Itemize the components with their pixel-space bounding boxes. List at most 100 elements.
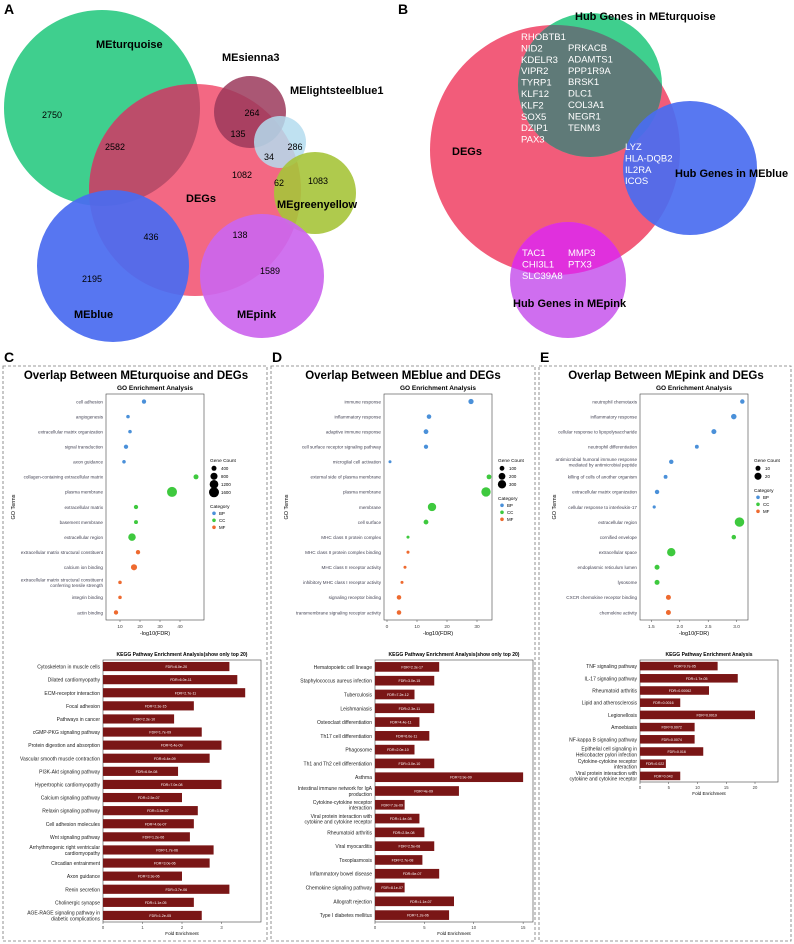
y-axis-label: GO Terms — [284, 494, 290, 519]
kegg-term-line: Intestinal immune network for IgA — [298, 786, 373, 792]
x-tick-label: 2.5 — [705, 624, 712, 630]
go-term-line: plasma membrane — [343, 490, 381, 495]
kegg-term-line: ECM-receptor interaction — [44, 691, 100, 697]
kegg-term-line: Hypertrophic cardiomyopathy — [35, 782, 101, 788]
kegg-term-line: Epithelial cell signaling in — [581, 747, 637, 753]
panel-letter-b: B — [398, 1, 408, 17]
venn-label-mesienna3: MEsienna3 — [222, 52, 279, 64]
kegg-term-label: Legionellosis — [608, 713, 637, 719]
legend-size-label: 200 — [509, 474, 517, 479]
kegg-fdr-label: FDR=1.1e-05 — [145, 901, 167, 905]
kegg-bar — [640, 771, 681, 781]
kegg-term-line: Viral protein interaction with — [576, 771, 638, 777]
go-term-label: killing of cells of another organism — [568, 475, 637, 480]
go-dot — [128, 429, 132, 434]
kegg-term-label: Th1 and Th2 cell differentiation — [304, 761, 373, 767]
kegg-chart-title: KEGG Pathway Enrichment Analysis — [665, 652, 752, 658]
kegg-bar — [103, 792, 182, 803]
venn-count: 138 — [232, 230, 247, 240]
go-dot — [427, 502, 437, 512]
kegg-bar — [103, 688, 246, 698]
kegg-term-line: Calcium signaling pathway — [41, 796, 101, 802]
kegg-term-line: Toxoplasmosis — [339, 858, 372, 864]
go-term-line: CXCR chemokine receptor binding — [566, 595, 637, 600]
kegg-term-label: Wnt signaling pathway — [50, 835, 101, 841]
kegg-fdr-label: FDR=8.1e-07 — [381, 886, 403, 890]
panel-d-frame — [270, 365, 536, 942]
legend-size-label: 100 — [509, 466, 517, 471]
kegg-term-line: interaction — [349, 806, 372, 812]
go-term-label: microglial cell activation — [333, 460, 382, 465]
venn-title-hub-mepink: Hub Genes in MEpink — [513, 298, 627, 310]
kegg-term-line: Renin secretion — [65, 887, 100, 893]
go-term-line: microglial cell activation — [333, 460, 382, 465]
kegg-bar — [103, 858, 210, 868]
kegg-term-label: Type I diabetes mellitus — [320, 913, 373, 919]
venn-count: 2195 — [82, 274, 102, 284]
go-term-label: endoplasmic reticulum lumen — [578, 565, 638, 570]
kegg-term-label: Epithelial cell signaling in Helicobacter… — [576, 747, 637, 759]
legend-category-dot — [500, 503, 504, 508]
kegg-chart-title: KEGG Pathway Enrichment Analysis(show on… — [389, 652, 520, 658]
kegg-fdr-label: FDR=2.3e-11 — [399, 707, 420, 711]
legend-category-label: BP — [507, 503, 513, 508]
go-term-line: extracellular matrix structural constitu… — [21, 550, 104, 555]
go-term-line: immune response — [344, 399, 381, 404]
kegg-term-label: Lipid and atherosclerosis — [582, 701, 638, 707]
kegg-bar — [375, 786, 459, 796]
kegg-fdr-label: FDR=6.0e-08 — [136, 770, 158, 774]
go-term-line: cell surface receptor signaling pathway — [302, 445, 382, 450]
x-tick-label: 30 — [474, 624, 480, 630]
venn-circle-megreenyellow — [274, 152, 356, 234]
go-dot — [113, 610, 119, 615]
go-term-line: plasma membrane — [65, 490, 103, 495]
kegg-term-line: Cytoskeleton in muscle cells — [37, 665, 100, 671]
go-term-line: chemokine activity — [599, 610, 637, 615]
kegg-fdr-label: FDR=5e-07 — [403, 872, 422, 876]
kegg-fdr-label: FDR=3.0e-06 — [154, 862, 176, 866]
x-tick-label: 0 — [386, 624, 389, 630]
legend-category-label: CC — [763, 502, 769, 507]
kegg-fdr-label: FDR=6.0e-11 — [170, 678, 191, 682]
go-dot — [400, 580, 404, 584]
kegg-term-label: Phagosome — [345, 748, 372, 754]
kegg-term-line: Phagosome — [345, 748, 372, 754]
go-term-label: extracellular matrix — [64, 505, 103, 510]
go-chart-title: GO Enrichment Analysis — [656, 385, 732, 392]
kegg-fdr-label: FDR=6.0e-20 — [165, 665, 187, 669]
kegg-term-line: Tuberculosis — [344, 692, 373, 698]
go-dot — [133, 504, 139, 510]
go-dot — [118, 595, 122, 600]
go-term-line: MHC class II protein complex binding — [305, 550, 381, 555]
venn-count: 264 — [244, 108, 259, 118]
kegg-term-line: Osteoclast differentiation — [317, 720, 372, 726]
go-term-label: collagen-containing extracellular matrix — [24, 475, 104, 480]
go-term-label: calcium ion binding — [64, 565, 104, 570]
go-dot-chart: GO Enrichment Analysis cell adhesion angio… — [11, 385, 237, 637]
kegg-fdr-label: FDR=1.7e-09 — [149, 731, 171, 735]
legend-category-label: MF — [763, 509, 770, 514]
legend-category-dot — [756, 495, 760, 500]
gene-label: LYZ — [625, 142, 642, 153]
go-dot — [731, 413, 737, 420]
kegg-fdr-label: FDR=0.0016 — [653, 701, 673, 705]
legend-size-dot — [210, 472, 218, 480]
kegg-term-label: Viral myocarditis — [335, 844, 372, 850]
legend-category-label: BP — [763, 495, 769, 500]
kegg-term-line: cytokine and cytokine receptor — [569, 777, 637, 783]
kegg-fdr-label: FDR=2.7e-11 — [175, 691, 196, 695]
venn-count: 34 — [264, 152, 274, 162]
kegg-term-label: Rheumatoid arthritis — [327, 830, 372, 836]
legend-size-dot — [755, 465, 761, 471]
go-dot — [468, 398, 474, 405]
kegg-term-line: Wnt signaling pathway — [50, 835, 101, 841]
gene-label: KLF12 — [521, 89, 549, 100]
kegg-term-label: AGE-RAGE signaling pathway in diabetic co… — [27, 911, 100, 923]
legend-category-label: CC — [219, 518, 225, 523]
kegg-term-line: Leishmaniasis — [340, 706, 372, 712]
go-dot — [486, 474, 492, 480]
kegg-bar — [375, 855, 423, 865]
kegg-fdr-label: FDR=9.7e-05 — [674, 665, 696, 669]
kegg-bar — [640, 661, 718, 671]
